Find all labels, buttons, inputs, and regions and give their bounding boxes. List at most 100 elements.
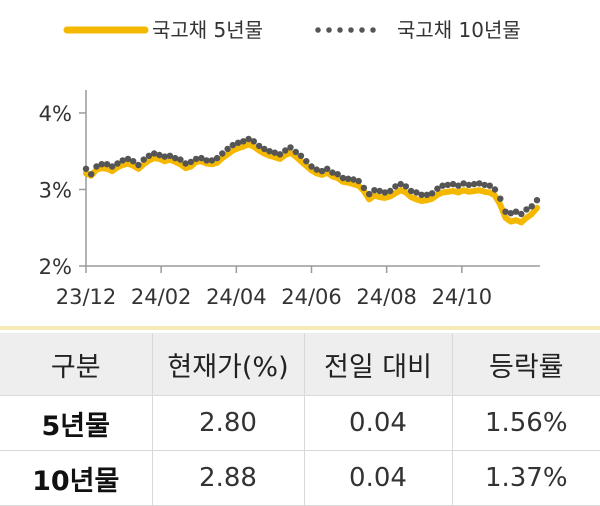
- x-tick-label: 24/08: [356, 285, 417, 309]
- x-tick-label: 24/02: [131, 285, 192, 309]
- series-10y-point: [271, 149, 278, 156]
- series-10y-point: [276, 151, 284, 158]
- series-10y-point: [261, 145, 268, 153]
- y-tick-label: 3%: [39, 178, 72, 202]
- section-divider: [0, 326, 600, 330]
- series-10y-point: [334, 171, 341, 178]
- series-10y-point: [151, 150, 158, 157]
- series-10y-point: [250, 138, 257, 145]
- series-10y-point: [470, 180, 478, 188]
- series-10y-point: [192, 155, 200, 163]
- header-current-price: 현재가(%): [151, 333, 304, 396]
- series-10y-point: [119, 157, 126, 164]
- series-10y-point: [507, 210, 514, 217]
- series-10y-point: [481, 181, 488, 189]
- x-tick-label: 24/06: [281, 285, 342, 309]
- series-10y-point: [82, 165, 90, 172]
- series-10y-point: [528, 203, 535, 210]
- series-10y-point: [224, 145, 231, 153]
- series-10y-point: [98, 161, 105, 168]
- series-10y-point: [177, 156, 184, 163]
- series-10y-point: [324, 165, 331, 172]
- series-10y-point: [376, 187, 383, 195]
- bond-quote-table: 구분 현재가(%) 전일 대비 등락률 5년물 2.80 0.04 1.56% …: [0, 333, 600, 506]
- series-10y-point: [172, 154, 179, 162]
- series-10y-point: [350, 176, 357, 183]
- series-10y-point: [313, 166, 320, 173]
- series-10y-point: [428, 190, 436, 197]
- series-10y-point: [219, 150, 226, 157]
- y-axis-ticks: 2% 3% 4%: [39, 102, 86, 279]
- series-10y-point: [166, 152, 174, 159]
- series-10y-point: [303, 158, 310, 165]
- row-rate: 1.37%: [451, 450, 600, 506]
- x-tick-label: 24/04: [206, 285, 267, 309]
- series-10y-point: [208, 157, 216, 164]
- series-10y-point: [397, 180, 404, 188]
- series-10y-point: [387, 187, 394, 195]
- row-change: 0.04: [303, 450, 452, 506]
- series-10y-point: [329, 169, 336, 176]
- series-10y-point: [502, 208, 509, 215]
- series-10y-point: [413, 189, 420, 196]
- series-10y-point: [434, 185, 441, 192]
- series-10y-point: [366, 190, 373, 198]
- series-10y-point: [360, 184, 368, 192]
- series-10y-point: [93, 163, 100, 170]
- series-10y-point: [402, 183, 410, 190]
- series-10y-point: [449, 180, 457, 188]
- series-10y-point: [297, 152, 305, 159]
- series-10y-point: [439, 182, 446, 189]
- row-name: 5년물: [0, 395, 152, 451]
- series-10y-point: [345, 175, 352, 182]
- series-10y-point: [287, 144, 294, 151]
- series-10y-point: [318, 167, 326, 175]
- series-10y-point: [339, 174, 347, 182]
- x-tick-label: 24/10: [432, 285, 493, 309]
- series-10y-point: [245, 135, 252, 143]
- series-10y-point: [418, 191, 425, 198]
- series-10y-point: [229, 141, 236, 149]
- series-10y-point: [187, 158, 195, 166]
- series-10y-point: [533, 197, 541, 204]
- series-10y-point: [103, 161, 111, 168]
- legend-label-10y: 국고채 10년물: [397, 18, 521, 42]
- series-5y: [83, 141, 540, 226]
- series-10y-point: [512, 208, 520, 215]
- series-10y-point: [109, 163, 116, 170]
- series-10y-point: [198, 154, 205, 162]
- series-10y-point: [486, 182, 493, 189]
- series-10y-point: [234, 139, 242, 146]
- series-10y-point: [465, 181, 472, 189]
- series-10y-point: [145, 152, 153, 159]
- x-axis-ticks: 23/12 24/02 24/04 24/06 24/08 24/10: [56, 266, 492, 309]
- series-10y-point: [292, 148, 299, 156]
- series-10y-point: [161, 153, 168, 160]
- bond-yield-chart: 국고채 5년물 국고채 10년물 2%3%4% 23/12 24/02 24/04 2…: [39, 18, 541, 309]
- series-10y-point: [213, 154, 221, 162]
- row-price: 2.80: [151, 395, 304, 451]
- series-10y-point: [491, 186, 499, 193]
- legend-label-5y: 국고채 5년물: [152, 18, 263, 42]
- y-tick-label: 4%: [39, 102, 72, 126]
- series-10y-point: [156, 151, 163, 159]
- table-row: 5년물 2.80 0.04 1.56%: [0, 395, 600, 451]
- series-10y-point: [282, 147, 289, 154]
- series-10y-point: [407, 187, 415, 195]
- series-10y-point: [203, 157, 210, 164]
- header-change-rate: 등락률: [451, 333, 600, 396]
- series-10y-point: [444, 181, 451, 189]
- row-change: 0.04: [303, 395, 452, 451]
- series-10y-point: [392, 183, 399, 190]
- series-10y-point: [266, 148, 273, 155]
- table-row: 10년물 2.88 0.04 1.37%: [0, 450, 600, 506]
- series-10y-point: [255, 142, 263, 150]
- row-name: 10년물: [0, 450, 152, 506]
- series-10y-point: [381, 189, 389, 196]
- header-daily-change: 전일 대비: [303, 333, 452, 396]
- series-10y: [82, 135, 541, 218]
- series-10y-point: [114, 160, 121, 167]
- row-price: 2.88: [151, 450, 304, 506]
- series-10y-point: [523, 206, 530, 213]
- series-10y-point: [130, 158, 137, 165]
